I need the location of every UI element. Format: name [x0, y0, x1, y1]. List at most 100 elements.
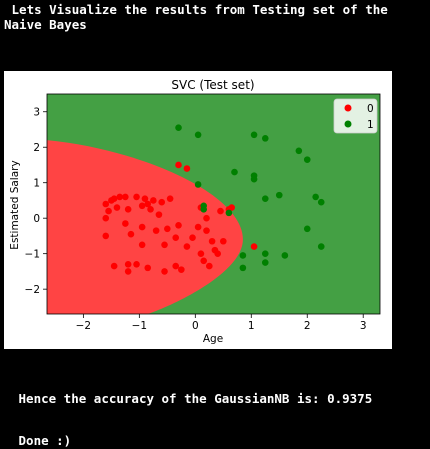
data-point-class-0 [228, 204, 235, 211]
y-tick-label: −2 [25, 284, 40, 296]
accuracy-output-text: Hence the accuracy of the GaussianNB is:… [11, 391, 373, 406]
data-point-class-0 [122, 220, 129, 227]
data-point-class-0 [194, 223, 202, 231]
data-point-class-0 [124, 261, 132, 268]
data-point-class-0 [138, 202, 146, 210]
x-tick-label: −2 [76, 320, 91, 332]
data-point-class-0 [250, 243, 258, 250]
data-point-class-0 [150, 197, 157, 204]
data-point-class-0 [110, 262, 118, 270]
data-point-class-0 [141, 195, 149, 202]
data-point-class-1 [175, 124, 182, 132]
data-point-class-1 [239, 264, 247, 272]
data-point-class-0 [138, 241, 146, 249]
data-point-class-0 [158, 198, 166, 206]
data-point-class-1 [250, 175, 258, 183]
data-point-class-1 [200, 206, 208, 213]
data-point-class-0 [113, 204, 121, 211]
data-point-class-0 [172, 262, 180, 270]
data-point-class-1 [317, 198, 325, 206]
data-point-class-1 [250, 131, 258, 139]
y-tick-label: 3 [33, 107, 40, 119]
data-point-class-0 [189, 234, 196, 242]
data-point-class-0 [208, 237, 216, 245]
data-point-class-1 [261, 135, 269, 142]
y-tick-label: 1 [33, 178, 40, 190]
data-point-class-0 [183, 165, 191, 172]
legend-marker-class-1 [344, 120, 352, 128]
data-point-class-0 [152, 227, 160, 234]
data-point-class-0 [144, 200, 152, 208]
x-tick-label: −1 [132, 320, 147, 332]
x-tick-label: 1 [248, 320, 255, 332]
data-point-class-0 [124, 268, 132, 275]
data-point-class-0 [133, 193, 140, 201]
data-point-class-0 [217, 207, 224, 215]
data-point-class-0 [214, 250, 221, 257]
data-point-class-0 [102, 232, 110, 240]
x-tick-label: 2 [304, 320, 311, 332]
svc-test-set-figure: SVC (Test set) −2 −1 0 1 2 3 −2 −1 0 1 2 3 Age Est… [4, 71, 392, 349]
chart-legend: 0 1 [333, 98, 378, 134]
data-point-class-0 [102, 214, 110, 222]
data-point-class-0 [122, 193, 129, 201]
data-point-class-1 [231, 168, 238, 176]
data-point-class-0 [116, 193, 124, 201]
data-point-class-0 [178, 266, 185, 273]
data-point-class-0 [183, 243, 191, 250]
data-point-class-0 [144, 264, 152, 272]
data-point-class-1 [281, 252, 289, 259]
data-point-class-1 [317, 243, 325, 250]
x-tick-label: 3 [360, 320, 367, 332]
data-point-class-1 [275, 191, 283, 199]
data-point-class-0 [147, 206, 154, 213]
done-output-text: Done :) [11, 433, 72, 448]
plot-frame [46, 93, 381, 315]
data-point-class-0 [124, 206, 132, 213]
data-point-class-0 [206, 262, 213, 270]
x-axis-label: Age [203, 333, 223, 345]
data-point-class-0 [200, 257, 208, 265]
data-point-class-1 [303, 225, 311, 233]
data-point-class-0 [203, 214, 210, 222]
console-intro-text: Lets Visualize the results from Testing … [4, 2, 396, 32]
data-point-class-0 [203, 227, 210, 234]
data-point-class-0 [138, 223, 146, 231]
data-point-class-0 [102, 200, 110, 208]
legend-marker-class-0 [344, 104, 352, 112]
data-point-class-0 [175, 161, 182, 169]
data-point-class-1 [312, 193, 319, 201]
data-point-class-1 [261, 250, 269, 257]
y-tick-label: 0 [33, 213, 40, 225]
y-axis-ticks: −2 −1 0 1 2 3 [25, 107, 47, 296]
data-point-class-1 [194, 181, 202, 188]
legend-label-class-0: 0 [367, 103, 374, 115]
data-points [102, 124, 325, 275]
data-point-class-1 [239, 252, 247, 259]
data-point-class-1 [225, 209, 233, 217]
data-point-class-0 [127, 230, 135, 238]
data-point-class-0 [197, 250, 205, 257]
data-point-class-0 [155, 211, 163, 218]
data-point-class-0 [105, 207, 112, 215]
data-point-class-1 [303, 156, 311, 163]
x-axis-ticks: −2 −1 0 1 2 3 [76, 314, 367, 332]
y-tick-label: −1 [25, 249, 40, 261]
x-tick-label: 0 [192, 320, 199, 332]
y-tick-label: 2 [33, 142, 40, 154]
data-point-class-0 [175, 221, 182, 229]
data-point-class-0 [161, 268, 168, 275]
data-point-class-0 [110, 195, 118, 202]
legend-label-class-1: 1 [367, 119, 374, 131]
data-point-class-0 [164, 225, 171, 233]
data-point-class-0 [161, 241, 168, 249]
scatter-chart: SVC (Test set) −2 −1 0 1 2 3 −2 −1 0 1 2 3 Age Est… [9, 78, 381, 345]
data-point-class-1 [261, 195, 269, 202]
chart-title: SVC (Test set) [171, 78, 254, 92]
data-point-class-1 [194, 131, 202, 139]
plot-area [47, 94, 380, 314]
data-point-class-1 [295, 147, 303, 155]
data-point-class-0 [133, 261, 140, 268]
y-axis-label: Estimated Salary [9, 160, 21, 249]
data-point-class-0 [219, 237, 227, 245]
